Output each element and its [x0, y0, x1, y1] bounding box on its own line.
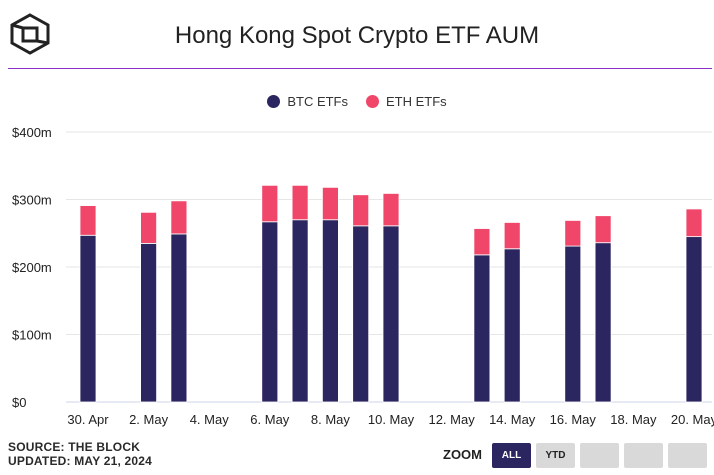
bar-eth[interactable] [321, 186, 339, 221]
x-tick-label: 30. Apr [67, 412, 109, 427]
bar-eth[interactable] [564, 220, 582, 247]
bar-btc[interactable] [352, 225, 370, 403]
x-tick-label: 4. May [190, 412, 230, 427]
bar-eth[interactable] [170, 200, 188, 235]
bar-btc[interactable] [291, 219, 309, 403]
zoom-option-4-button[interactable] [624, 443, 663, 468]
bar-eth[interactable] [685, 208, 703, 238]
legend-btc-label: BTC ETFs [287, 94, 348, 109]
x-tick-label: 6. May [250, 412, 290, 427]
bar-btc[interactable] [79, 234, 97, 403]
zoom-option-3-button[interactable] [580, 443, 619, 468]
the-block-logo-icon [10, 13, 50, 55]
zoom-all-button[interactable]: ALL [492, 443, 531, 468]
bar-eth[interactable] [503, 222, 521, 250]
bar-btc[interactable] [321, 219, 339, 403]
updated-text: UPDATED: MAY 21, 2024 [8, 454, 153, 468]
chart-legend: BTC ETFs ETH ETFs [0, 94, 714, 109]
bar-btc[interactable] [170, 233, 188, 403]
bar-eth[interactable] [140, 211, 158, 244]
header-divider [8, 68, 712, 69]
bar-eth[interactable] [594, 215, 612, 244]
legend-item-eth[interactable]: ETH ETFs [366, 94, 447, 109]
bar-eth[interactable] [261, 184, 279, 223]
y-tick-label: $100m [12, 328, 52, 343]
legend-btc-marker-icon [267, 95, 281, 108]
x-tick-label: 10. May [368, 412, 415, 427]
bar-eth[interactable] [352, 194, 370, 227]
x-tick-label: 18. May [610, 412, 657, 427]
bar-eth[interactable] [382, 193, 400, 227]
bar-btc[interactable] [564, 245, 582, 403]
bar-btc[interactable] [140, 242, 158, 403]
x-tick-label: 12. May [428, 412, 475, 427]
chart-footer: SOURCE: THE BLOCK UPDATED: MAY 21, 2024 [8, 440, 152, 468]
x-tick-label: 8. May [311, 412, 351, 427]
source-text: SOURCE: THE BLOCK [8, 440, 141, 454]
y-tick-label: $300m [12, 193, 52, 208]
legend-eth-label: ETH ETFs [386, 94, 447, 109]
bar-eth[interactable] [291, 184, 309, 221]
x-tick-label: 14. May [489, 412, 536, 427]
bar-eth[interactable] [79, 205, 97, 236]
legend-item-btc[interactable]: BTC ETFs [267, 94, 348, 109]
y-tick-label: $200m [12, 260, 52, 275]
zoom-option-5-button[interactable] [668, 443, 707, 468]
legend-eth-marker-icon [366, 95, 379, 108]
bar-eth[interactable] [473, 228, 491, 256]
bar-btc[interactable] [473, 254, 491, 403]
y-tick-label: $400m [12, 125, 52, 140]
zoom-ytd-button[interactable]: YTD [536, 443, 575, 468]
x-tick-label: 16. May [550, 412, 597, 427]
x-tick-label: 20. May [671, 412, 714, 427]
chart-title: Hong Kong Spot Crypto ETF AUM [174, 22, 540, 49]
bar-btc[interactable] [503, 248, 521, 403]
bar-btc[interactable] [382, 225, 400, 403]
zoom-label: ZOOM [443, 447, 482, 462]
y-tick-label: $0 [12, 395, 26, 410]
bar-btc[interactable] [685, 236, 703, 403]
bar-btc[interactable] [594, 242, 612, 403]
bar-btc[interactable] [261, 221, 279, 403]
x-tick-label: 2. May [129, 412, 169, 427]
